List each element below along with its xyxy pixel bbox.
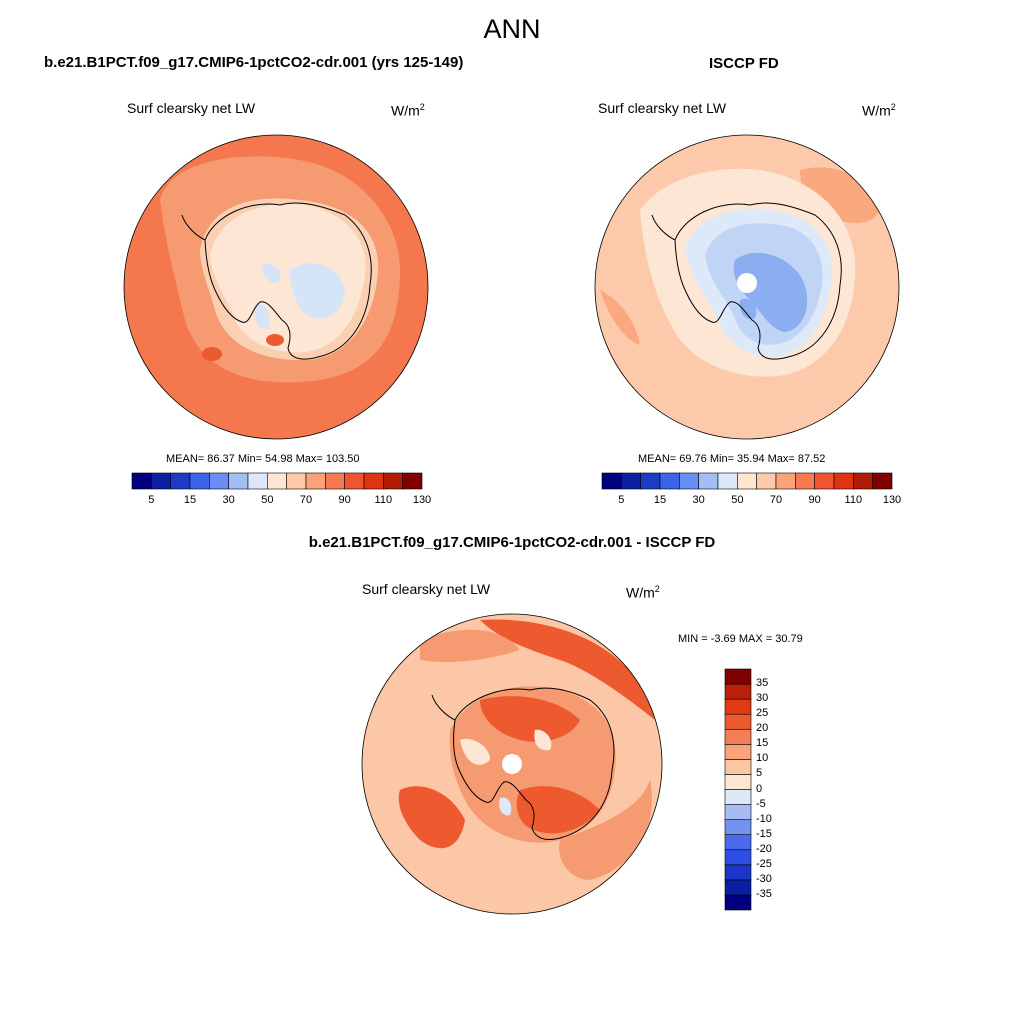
model-panel-title: b.e21.B1PCT.f09_g17.CMIP6-1pctCO2-cdr.00…: [44, 54, 464, 71]
colorbar-swatch: [872, 472, 893, 490]
colorbar-swatch: [724, 683, 752, 700]
diff-colorbar: [724, 668, 752, 911]
obs-units-label: W/m2: [862, 102, 896, 119]
colorbar-swatch: [402, 472, 423, 490]
diff-stats: MIN = -3.69 MAX = 30.79: [678, 633, 803, 645]
obs-stats: MEAN= 69.76 Min= 35.94 Max= 87.52: [638, 453, 826, 465]
colorbar-swatch: [724, 834, 752, 851]
colorbar-swatch: [724, 879, 752, 896]
colorbar-tick-label: 10: [756, 752, 769, 765]
colorbar-tick-label: 15: [183, 494, 197, 506]
colorbar-tick-label: -15: [756, 827, 772, 840]
diff-pole-hole: [502, 754, 522, 774]
colorbar-swatch: [724, 804, 752, 820]
colorbar-tick-label: 90: [808, 494, 821, 506]
model-field-label: Surf clearsky net LW: [127, 100, 256, 116]
colorbar-swatch: [724, 668, 752, 685]
colorbar-tick-label: -5: [756, 797, 766, 810]
colorbar-swatch: [724, 744, 752, 760]
colorbar-tick-label: 50: [261, 494, 274, 506]
colorbar-tick-label: 25: [756, 707, 769, 720]
colorbar-tick-label: -30: [756, 872, 772, 885]
colorbar-tick-label: 30: [692, 494, 705, 506]
diff-field-label: Surf clearsky net LW: [362, 581, 491, 597]
obs-coastline: [674, 202, 842, 360]
colorbar-tick-label: 50: [731, 494, 744, 506]
colorbar-tick-label: 20: [756, 722, 769, 735]
colorbar-tick-label: 110: [374, 494, 393, 506]
colorbar-tick-label: 5: [148, 494, 155, 506]
colorbar-swatch: [724, 849, 752, 866]
colorbar-swatch: [724, 698, 752, 715]
colorbar-tick-label: 35: [756, 677, 769, 690]
model-colorbar-ticks: 5 15 30 50 70 90 110 130: [132, 494, 431, 508]
colorbar-swatch: [724, 864, 752, 881]
colorbar-swatch: [724, 713, 752, 730]
colorbar-tick-label: 30: [756, 692, 769, 705]
colorbar-tick-label: 130: [882, 494, 902, 506]
colorbar-tick-label: -20: [756, 842, 772, 855]
obs-field-label: Surf clearsky net LW: [598, 100, 727, 116]
colorbar-swatch: [724, 789, 752, 805]
obs-pole-hole: [737, 273, 757, 293]
colorbar-tick-label: 30: [222, 494, 235, 506]
colorbar-tick-label: 110: [844, 494, 863, 506]
colorbar-tick-label: 70: [769, 494, 783, 506]
obs-colorbar-ticks: 5 15 30 50 70 90 110 130: [602, 494, 901, 508]
colorbar-swatch: [724, 819, 752, 835]
model-coastline: [204, 202, 372, 360]
diff-panel-title: b.e21.B1PCT.f09_g17.CMIP6-1pctCO2-cdr.00…: [308, 534, 716, 551]
colorbar-tick-label: 15: [756, 737, 769, 750]
model-stats: MEAN= 86.37 Min= 54.98 Max= 103.50: [166, 453, 360, 465]
colorbar-tick-label: 5: [756, 767, 763, 780]
colorbar-swatch: [724, 759, 752, 775]
colorbar-tick-label: 15: [653, 494, 667, 506]
colorbar-swatch: [724, 728, 752, 745]
diff-colorbar-ticks: 35 30 25 20 15 10 5 0 -5 -10 -15 -20 -25 -30 -35: [756, 669, 796, 910]
colorbar-tick-label: 90: [338, 494, 351, 506]
colorbar-tick-label: -25: [756, 857, 772, 870]
obs-colorbar: [601, 472, 893, 490]
colorbar-swatch: [724, 894, 752, 911]
colorbar-tick-label: 70: [299, 494, 313, 506]
colorbar-swatch: [724, 774, 752, 790]
diff-coastline: [453, 687, 615, 841]
colorbar-tick-label: 130: [412, 494, 432, 506]
model-colorbar: [131, 472, 423, 490]
colorbar-tick-label: -10: [756, 812, 772, 825]
model-units-label: W/m2: [391, 102, 425, 119]
figure-title: ANN: [483, 14, 541, 44]
colorbar-tick-label: 5: [618, 494, 625, 506]
obs-panel-title: ISCCP FD: [709, 55, 779, 72]
diff-units-label: W/m2: [626, 584, 660, 601]
colorbar-tick-label: 0: [756, 782, 763, 795]
colorbar-tick-label: -35: [756, 887, 772, 900]
